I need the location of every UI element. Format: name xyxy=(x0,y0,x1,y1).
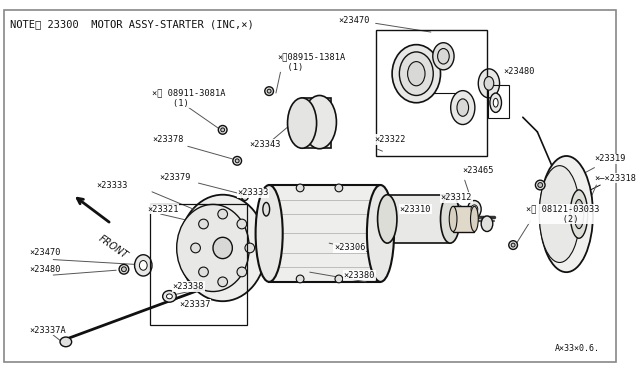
Text: ×23338: ×23338 xyxy=(172,282,204,291)
Ellipse shape xyxy=(570,190,588,238)
Ellipse shape xyxy=(481,216,493,231)
Text: ×23333: ×23333 xyxy=(237,188,269,197)
Ellipse shape xyxy=(237,219,246,229)
Ellipse shape xyxy=(540,166,580,263)
Ellipse shape xyxy=(177,204,250,292)
Ellipse shape xyxy=(255,185,283,282)
Bar xyxy=(488,85,509,118)
Ellipse shape xyxy=(265,87,273,96)
Ellipse shape xyxy=(509,241,518,249)
Ellipse shape xyxy=(451,91,475,125)
Ellipse shape xyxy=(493,98,498,107)
Ellipse shape xyxy=(245,243,255,253)
Text: ×23343: ×23343 xyxy=(250,140,282,149)
Ellipse shape xyxy=(490,93,502,112)
Text: ×23465: ×23465 xyxy=(463,166,494,175)
Ellipse shape xyxy=(433,43,454,70)
Ellipse shape xyxy=(268,89,271,93)
Ellipse shape xyxy=(218,277,227,287)
Text: A×33×0.6.: A×33×0.6. xyxy=(556,343,600,353)
Bar xyxy=(376,30,487,156)
Ellipse shape xyxy=(478,69,500,98)
Ellipse shape xyxy=(303,96,337,149)
Text: ×23378: ×23378 xyxy=(152,135,184,144)
Ellipse shape xyxy=(378,195,397,243)
Text: ×23337A: ×23337A xyxy=(29,326,66,335)
Text: ×23321: ×23321 xyxy=(147,205,179,214)
Ellipse shape xyxy=(140,260,147,270)
Ellipse shape xyxy=(335,184,343,192)
Ellipse shape xyxy=(179,195,266,301)
Text: ×23470: ×23470 xyxy=(339,16,371,25)
Text: ×23337: ×23337 xyxy=(179,299,211,309)
Bar xyxy=(302,98,331,148)
Ellipse shape xyxy=(236,159,239,163)
Ellipse shape xyxy=(198,267,209,277)
Ellipse shape xyxy=(296,275,304,283)
Text: ×23306: ×23306 xyxy=(334,243,365,253)
Ellipse shape xyxy=(218,125,227,134)
Bar xyxy=(150,204,247,326)
Ellipse shape xyxy=(221,128,225,132)
Text: ×23379: ×23379 xyxy=(160,173,191,182)
Ellipse shape xyxy=(574,199,584,229)
Ellipse shape xyxy=(296,184,304,192)
Text: ×–×23318: ×–×23318 xyxy=(595,174,636,183)
Ellipse shape xyxy=(191,243,200,253)
Text: ×23310: ×23310 xyxy=(400,205,431,214)
Ellipse shape xyxy=(335,275,343,283)
Text: ×ⓝ 08911-3081A
    (1): ×ⓝ 08911-3081A (1) xyxy=(152,88,225,108)
Ellipse shape xyxy=(449,206,457,231)
Ellipse shape xyxy=(233,157,241,165)
Text: ×23319: ×23319 xyxy=(595,154,626,163)
Ellipse shape xyxy=(399,52,433,96)
Ellipse shape xyxy=(468,201,481,218)
Text: ×23312: ×23312 xyxy=(440,193,472,202)
Ellipse shape xyxy=(511,243,515,247)
Text: FRONT: FRONT xyxy=(97,234,130,261)
Ellipse shape xyxy=(218,209,227,219)
Ellipse shape xyxy=(213,237,232,259)
Text: ×23380: ×23380 xyxy=(344,270,375,280)
Bar xyxy=(387,195,450,243)
Bar xyxy=(269,185,381,282)
Ellipse shape xyxy=(484,77,493,90)
Ellipse shape xyxy=(163,291,176,302)
Ellipse shape xyxy=(241,189,249,201)
Ellipse shape xyxy=(471,205,478,214)
Ellipse shape xyxy=(457,99,468,116)
Ellipse shape xyxy=(122,267,126,272)
Text: ×ⓝ 08121-03033
       (2): ×ⓝ 08121-03033 (2) xyxy=(525,204,599,224)
Ellipse shape xyxy=(438,48,449,64)
Ellipse shape xyxy=(408,62,425,86)
Text: ×23322: ×23322 xyxy=(374,135,406,144)
Text: NOTE、 23300  MOTOR ASSY-STARTER (INC,×): NOTE、 23300 MOTOR ASSY-STARTER (INC,×) xyxy=(10,19,253,29)
Ellipse shape xyxy=(440,195,460,243)
Text: ×23480: ×23480 xyxy=(504,67,535,76)
Ellipse shape xyxy=(367,185,394,282)
Ellipse shape xyxy=(198,219,209,229)
Ellipse shape xyxy=(119,264,129,274)
Ellipse shape xyxy=(263,202,269,216)
Text: ×ⓝ08915-1381A
  (1): ×ⓝ08915-1381A (1) xyxy=(277,52,345,72)
Ellipse shape xyxy=(60,337,72,347)
Text: ×23480: ×23480 xyxy=(29,265,61,274)
Ellipse shape xyxy=(536,180,545,190)
Ellipse shape xyxy=(540,156,593,272)
Ellipse shape xyxy=(237,267,246,277)
Ellipse shape xyxy=(470,206,478,231)
Ellipse shape xyxy=(134,255,152,276)
Ellipse shape xyxy=(166,294,172,299)
Text: ×23333: ×23333 xyxy=(97,180,128,189)
Ellipse shape xyxy=(392,45,440,103)
Ellipse shape xyxy=(287,98,317,148)
Bar xyxy=(453,206,474,231)
Ellipse shape xyxy=(538,183,543,187)
Text: ×23470: ×23470 xyxy=(29,248,61,257)
